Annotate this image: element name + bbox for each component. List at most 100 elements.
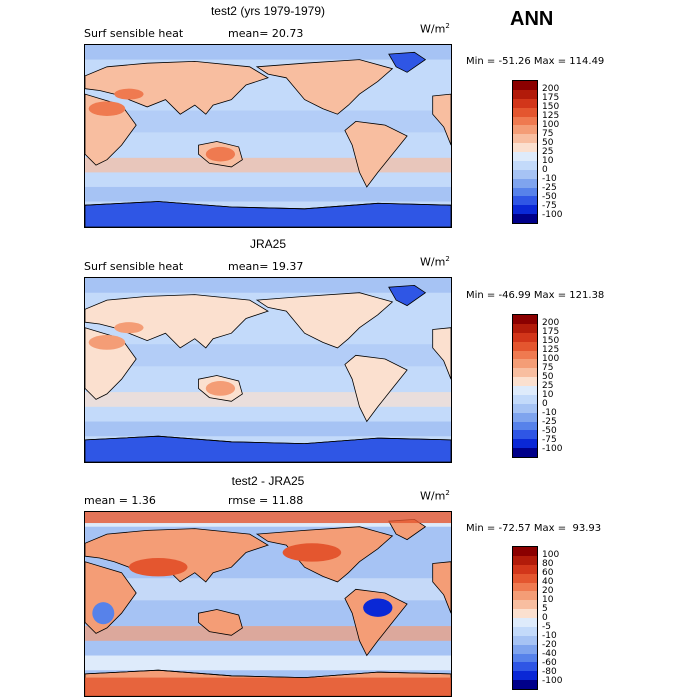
panel-1-colorbar <box>512 80 538 224</box>
land-eurasia <box>85 528 269 583</box>
panel-1-units: W/m2 <box>420 22 450 36</box>
colorbar-label: 0 <box>542 612 548 623</box>
colorbar-label: -60 <box>542 657 557 668</box>
panel-2-colorbar <box>512 314 538 458</box>
colorbar-label: -100 <box>542 443 563 454</box>
colorbar-swatch <box>513 107 537 117</box>
panel-2-units: W/m2 <box>420 255 450 269</box>
colorbar-label: -10 <box>542 173 557 184</box>
colorbar-swatch <box>513 98 537 108</box>
land-australia <box>198 609 243 636</box>
colorbar-label: -10 <box>542 630 557 641</box>
land-africaW <box>432 327 451 380</box>
panel-2-colorbar-labels: 200 175 150 125 100 75 50 25 10 0 -10 -25 -50 -75 -100 <box>542 314 582 458</box>
colorbar-label: 50 <box>542 371 554 382</box>
colorbar-swatch <box>513 591 537 601</box>
colorbar-swatch <box>513 169 537 179</box>
colorbar-swatch <box>513 448 537 457</box>
panel-3-title: test2 - JRA25 <box>231 474 305 488</box>
colorbar-swatch <box>513 214 537 223</box>
colorbar-swatch <box>513 386 537 395</box>
colorbar-swatch <box>513 609 537 618</box>
colorbar-swatch <box>513 359 537 369</box>
colorbar-label: -25 <box>542 416 557 427</box>
panel-2-variable: Surf sensible heat <box>84 260 184 273</box>
land-namerica <box>255 59 394 115</box>
colorbar-swatch <box>513 582 537 592</box>
panel-1-colorbar-labels: 200 175 150 125 100 75 50 25 10 0 -10 -25 -50 -75 -100 <box>542 80 582 224</box>
colorbar-label: 0 <box>542 164 548 175</box>
colorbar-swatch <box>513 116 537 126</box>
colorbar-label: 100 <box>542 119 560 130</box>
colorbar-label: -100 <box>542 209 563 220</box>
colorbar-swatch <box>513 323 537 333</box>
colorbar-swatch <box>513 564 537 574</box>
colorbar-label: 125 <box>542 344 560 355</box>
colorbar-swatch <box>513 671 537 681</box>
panel-1-minmax: Min = -51.26 Max = 114.49 <box>466 56 605 67</box>
colorbar-swatch <box>513 403 537 413</box>
panel-3-rmse: rmse = 11.88 <box>228 494 304 507</box>
land-africaW <box>432 93 451 146</box>
colorbar-label: 175 <box>542 92 560 103</box>
colorbar-swatch <box>513 635 537 645</box>
colorbar-label: -25 <box>542 182 557 193</box>
colorbar-swatch <box>513 653 537 663</box>
colorbar-label: 100 <box>542 353 560 364</box>
colorbar-label: 75 <box>542 128 554 139</box>
colorbar-label: -20 <box>542 639 557 650</box>
panel-1-variable: Surf sensible heat <box>84 27 184 40</box>
colorbar-swatch <box>513 412 537 422</box>
colorbar-label: -40 <box>542 648 557 659</box>
panel-3-mean: mean = 1.36 <box>84 494 156 507</box>
colorbar-label: 75 <box>542 362 554 373</box>
colorbar-swatch <box>513 143 537 152</box>
colorbar-swatch <box>513 196 537 206</box>
panel-3-map <box>84 511 452 697</box>
colorbar-label: 150 <box>542 335 560 346</box>
colorbar-swatch <box>513 680 537 689</box>
colorbar-swatch <box>513 152 537 161</box>
panel-3-units: W/m2 <box>420 489 450 503</box>
colorbar-label: 10 <box>542 155 554 166</box>
colorbar-label: 175 <box>542 326 560 337</box>
land-samerica <box>344 120 408 188</box>
panel-2-title: JRA25 <box>249 237 287 251</box>
colorbar-label: -100 <box>542 675 563 686</box>
colorbar-label: -75 <box>542 434 557 445</box>
colorbar-label: 10 <box>542 389 554 400</box>
colorbar-label: 0 <box>542 398 548 409</box>
land-greenland <box>388 51 427 73</box>
colorbar-swatch <box>513 439 537 449</box>
colorbar-swatch <box>513 573 537 583</box>
colorbar-label: 60 <box>542 567 554 578</box>
colorbar-swatch <box>513 350 537 360</box>
colorbar-label: -50 <box>542 425 557 436</box>
colorbar-swatch <box>513 187 537 197</box>
colorbar-label: 40 <box>542 576 554 587</box>
panel-1-mean: mean= 20.73 <box>228 27 304 40</box>
colorbar-label: 125 <box>542 110 560 121</box>
season-label: ANN <box>510 8 554 30</box>
colorbar-swatch <box>513 81 537 90</box>
colorbar-label: 200 <box>542 83 560 94</box>
panel-3-colorbar-labels: 100 80 60 40 20 10 5 0 -5 -10 -20 -40 -60 -80 -100 <box>542 546 582 690</box>
panel-2-mean: mean= 19.37 <box>228 260 304 273</box>
colorbar-label: 100 <box>542 549 560 560</box>
land-namerica <box>255 292 394 349</box>
colorbar-swatch <box>513 205 537 215</box>
colorbar-swatch <box>513 134 537 144</box>
colorbar-swatch <box>513 555 537 565</box>
colorbar-swatch <box>513 421 537 431</box>
panel-1-map <box>84 44 452 228</box>
panel-1-title: test2 (yrs 1979-1979) <box>210 4 326 18</box>
panel-2-map <box>84 277 452 463</box>
colorbar-swatch <box>513 618 537 627</box>
colorbar-label: -10 <box>542 407 557 418</box>
panel-3-minmax: Min = -72.57 Max = 93.93 <box>466 523 602 534</box>
colorbar-swatch <box>513 394 537 404</box>
panel-2-minmax: Min = -46.99 Max = 121.38 <box>466 290 605 301</box>
land-samerica <box>344 354 408 423</box>
colorbar-swatch <box>513 160 537 170</box>
colorbar-label: 20 <box>542 585 554 596</box>
